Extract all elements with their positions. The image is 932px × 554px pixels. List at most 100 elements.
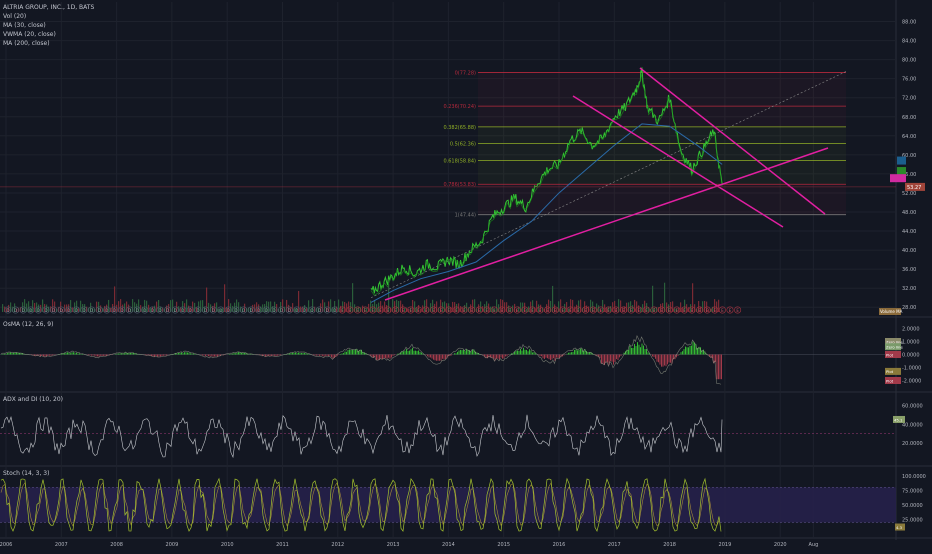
osma-bar	[78, 354, 79, 355]
osma-bar	[415, 351, 416, 355]
osma-bar	[669, 355, 670, 363]
osma-tick-label: 2.0000	[902, 327, 920, 333]
osma-bar	[544, 355, 545, 359]
event-marker-label: D	[158, 308, 161, 313]
stoch-tick-label: 25.0000	[902, 517, 923, 523]
osma-bar	[378, 355, 379, 361]
event-marker-label: D	[6, 308, 9, 313]
osma-bar	[387, 355, 388, 359]
osma-bar	[207, 355, 208, 356]
event-marker-label: D	[37, 308, 40, 313]
x-tick-label: 2014	[442, 542, 455, 548]
osma-bar	[97, 355, 98, 357]
osma-bar	[214, 355, 215, 357]
osma-bar	[90, 355, 91, 356]
osma-bar	[213, 355, 214, 357]
osma-bar	[472, 349, 473, 354]
osma-bar	[295, 353, 296, 355]
osma-bar	[687, 347, 688, 354]
osma-bar	[156, 355, 157, 357]
event-marker-label: D	[234, 308, 237, 313]
osma-bar	[444, 355, 445, 360]
event-marker-label: D	[44, 308, 47, 313]
event-marker-label: D	[174, 308, 177, 313]
osma-bar	[306, 353, 307, 354]
osma-bar	[178, 353, 179, 355]
osma-bar	[406, 349, 407, 354]
osma-bar	[189, 353, 190, 355]
x-tick-label: Aug	[808, 542, 818, 548]
osma-bar	[442, 355, 443, 359]
volume-bar	[154, 306, 155, 312]
osma-bar	[466, 349, 467, 354]
osma-bar	[574, 350, 575, 355]
osma-bar	[211, 355, 212, 356]
osma-bar	[69, 353, 70, 355]
y-tick-label: 64.00	[902, 134, 916, 140]
osma-bar	[517, 350, 518, 354]
osma-bar	[94, 355, 95, 356]
osma-tick-label: -2.0000	[902, 379, 921, 385]
osma-bar	[184, 352, 185, 354]
osma-bar	[235, 353, 236, 354]
indicator-vwma[interactable]: VWMA (20, close)	[3, 30, 94, 39]
x-tick-label: 2009	[166, 542, 179, 548]
osma-bar	[124, 353, 125, 354]
osma-bar	[658, 355, 659, 363]
y-tick-label: 28.00	[902, 305, 916, 311]
osma-bar	[499, 355, 500, 360]
osma-value-label: Plot	[886, 352, 894, 357]
osma-bar	[630, 346, 631, 355]
x-tick-label: 2013	[387, 542, 400, 548]
x-tick-label: 2008	[110, 542, 123, 548]
osma-bar	[721, 355, 722, 380]
chart-legend: ALTRIA GROUP, INC., 1D, BATS Vol (20) MA…	[3, 3, 94, 48]
y-tick-label: 52.00	[902, 191, 916, 197]
osma-bar	[553, 355, 554, 359]
osma-bar	[405, 351, 406, 355]
osma-bar	[241, 353, 242, 355]
osma-bar	[549, 355, 550, 360]
osma-bar	[579, 350, 580, 355]
osma-bar	[384, 355, 385, 359]
osma-bar	[432, 355, 433, 359]
osma-bar	[558, 355, 559, 358]
osma-bar	[426, 355, 427, 356]
event-marker-label: D	[166, 308, 169, 313]
osma-bar	[573, 352, 574, 354]
osma-bar	[414, 351, 415, 355]
y-tick-label: 44.00	[902, 229, 916, 235]
osma-bar	[294, 353, 295, 355]
ma-tag	[897, 157, 906, 165]
osma-bar	[345, 352, 346, 355]
osma-bar	[645, 349, 646, 354]
event-marker-label: D	[204, 308, 207, 313]
stoch-title[interactable]: Stoch (14, 3, 3)	[3, 470, 49, 477]
indicator-ma200[interactable]: MA (200, close)	[3, 39, 94, 48]
osma-bar	[631, 348, 632, 355]
osma-bar	[54, 355, 55, 356]
fib-level-label: 0.236(70.24)	[443, 104, 476, 110]
osma-bar	[276, 355, 277, 357]
osma-bar	[717, 355, 718, 380]
indicator-ma30[interactable]: MA (30, close)	[3, 21, 94, 30]
adx-title[interactable]: ADX and DI (10, 20)	[3, 396, 63, 403]
ma200-tag	[890, 174, 906, 182]
osma-bar	[694, 343, 695, 355]
event-marker-label: D	[212, 308, 215, 313]
osma-bar	[72, 352, 73, 354]
osma-bar	[298, 353, 299, 355]
osma-bar	[526, 350, 527, 355]
osma-bar	[330, 355, 331, 356]
osma-bar	[460, 350, 461, 355]
osma-bar	[523, 348, 524, 355]
indicator-vol[interactable]: Vol (20)	[3, 12, 94, 21]
osma-bar	[642, 344, 643, 355]
osma-bar	[435, 355, 436, 361]
osma-bar	[657, 355, 658, 362]
fib-level-label: 0(77.28)	[455, 71, 476, 77]
osma-bar	[640, 347, 641, 354]
osma-title[interactable]: OsMA (12, 26, 9)	[3, 321, 53, 328]
osma-bar	[504, 355, 505, 359]
volume-bar	[2, 304, 3, 312]
